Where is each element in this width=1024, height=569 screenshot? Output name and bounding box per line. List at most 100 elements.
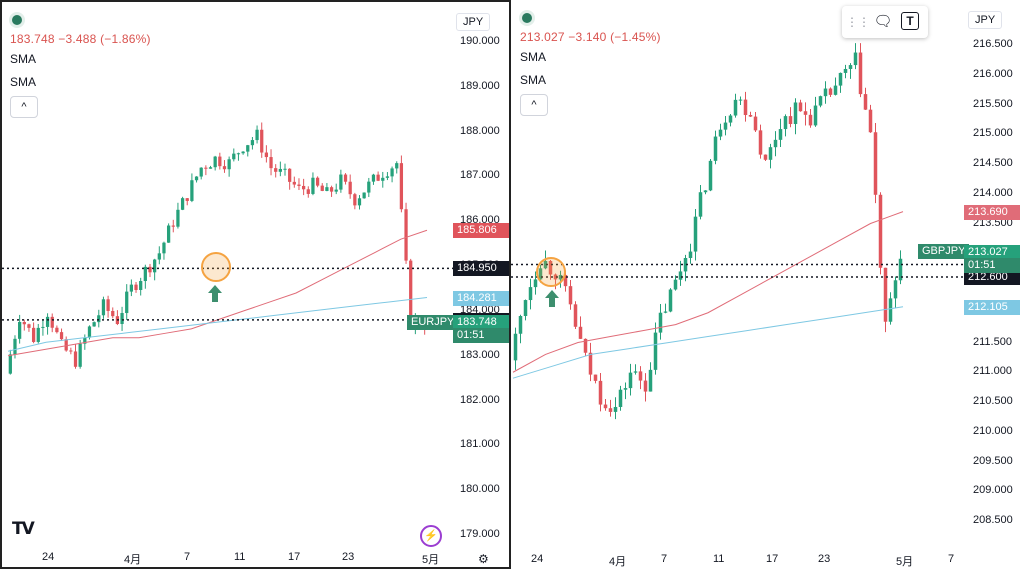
candle-body <box>199 167 203 177</box>
candle-body <box>390 168 394 177</box>
y-axis-tick: 190.000 <box>460 35 500 47</box>
candle-body <box>783 116 788 130</box>
candle-body <box>838 72 843 86</box>
candles <box>8 122 427 375</box>
candle-body <box>623 388 628 390</box>
indicator-sma-2[interactable]: SMA <box>10 75 37 89</box>
candle-body <box>868 109 873 133</box>
candle-body <box>120 313 124 325</box>
gear-icon[interactable]: ⚙ <box>478 552 489 566</box>
candle-body <box>618 389 623 407</box>
indicator-sma-2[interactable]: SMA <box>520 73 547 87</box>
candle-body <box>583 338 588 353</box>
candle-body <box>723 122 728 130</box>
chart-pane-gbpjpy[interactable]: 213.027 −3.140 (−1.45%) SMA SMA ^ JPY ⋮⋮… <box>511 0 1024 569</box>
price-tag: 213.690 <box>964 205 1020 221</box>
candle-body <box>288 168 292 182</box>
candle-body <box>733 99 738 116</box>
y-axis-tick: 208.500 <box>973 514 1013 526</box>
candle-body <box>588 352 593 375</box>
price-tag: 184.950 <box>453 261 509 277</box>
candle-body <box>728 115 733 123</box>
candle-body <box>608 408 613 412</box>
candle-body <box>788 116 793 125</box>
price-chart-gbpjpy[interactable] <box>511 0 1024 569</box>
candle-body <box>858 52 863 95</box>
candle-body <box>357 198 362 206</box>
candle-body <box>873 132 878 195</box>
candle-body <box>325 187 329 191</box>
comment-icon[interactable]: 🗨 <box>873 13 893 30</box>
currency-select[interactable]: JPY <box>968 11 1003 29</box>
candle-body <box>663 311 668 313</box>
candle-body <box>241 151 245 154</box>
candle-body <box>8 354 12 374</box>
candle-body <box>753 116 758 131</box>
x-axis-tick: 23 <box>342 551 355 563</box>
candle-body <box>395 163 399 169</box>
currency-select[interactable]: JPY <box>456 13 491 31</box>
candle-body <box>523 300 528 317</box>
candle-body <box>653 332 658 370</box>
candle-body <box>353 194 357 206</box>
candle-body <box>31 327 36 342</box>
candle-body <box>208 167 213 169</box>
price-tag: 212.105 <box>964 299 1020 315</box>
tradingview-logo-icon[interactable]: TV <box>12 519 35 539</box>
candle-body <box>883 267 888 322</box>
sma-line <box>512 211 904 373</box>
candle-body <box>713 136 718 161</box>
candle-body <box>513 333 518 361</box>
x-axis-tick: 5月 <box>896 556 914 568</box>
collapse-indicators-button[interactable]: ^ <box>10 96 38 118</box>
candle-body <box>758 130 763 155</box>
lightning-icon[interactable]: ⚡ <box>420 525 442 547</box>
indicator-sma-1[interactable]: SMA <box>520 50 547 64</box>
y-axis-tick: 182.000 <box>460 393 500 406</box>
symbol-label: EURJPY <box>407 315 459 330</box>
candle-body <box>283 168 287 170</box>
collapse-indicators-button[interactable]: ^ <box>520 94 548 116</box>
candle-body <box>315 177 320 186</box>
y-axis-tick: 211.000 <box>973 365 1012 378</box>
candle-body <box>573 304 578 327</box>
candle-body <box>793 102 798 125</box>
candle-body <box>633 371 638 373</box>
quote-change: 213.027 −3.140 (−1.45%) <box>520 30 661 44</box>
price-tag: 185.806 <box>453 222 509 238</box>
candle-body <box>292 181 296 185</box>
candle-body <box>50 316 54 328</box>
chart-pane-eurjpy[interactable]: 183.748 −3.488 (−1.86%) SMA SMA ^ JPY EU… <box>0 0 511 569</box>
candle-body <box>148 266 152 273</box>
candle-body <box>578 326 583 339</box>
y-axis-tick: 187.000 <box>460 169 500 182</box>
candle-body <box>848 65 853 69</box>
candle-body <box>409 260 413 327</box>
candle-body <box>558 274 563 280</box>
candle-body <box>36 327 40 342</box>
candle-body <box>176 209 180 227</box>
candle-body <box>92 322 96 327</box>
candle-body <box>718 129 723 137</box>
candle-body <box>678 271 683 280</box>
candle-body <box>803 111 808 115</box>
candle-body <box>538 268 543 280</box>
price-chart-eurjpy[interactable] <box>2 2 509 567</box>
drag-handle-icon[interactable]: ⋮⋮ <box>846 15 870 29</box>
x-axis-tick: 24 <box>42 551 55 563</box>
candle-body <box>563 274 568 287</box>
candle-body <box>878 194 883 268</box>
candle-body <box>898 258 903 281</box>
candle-body <box>778 129 783 140</box>
candle-body <box>703 190 708 193</box>
candle-body <box>376 174 380 181</box>
candle-body <box>698 192 703 217</box>
candle-body <box>45 316 50 327</box>
candle-body <box>171 225 175 227</box>
candle-body <box>97 315 101 323</box>
text-tool-icon[interactable]: T <box>901 12 919 30</box>
candle-body <box>306 189 310 194</box>
indicator-sma-1[interactable]: SMA <box>10 52 37 66</box>
candle-body <box>404 209 408 261</box>
x-axis-tick: 24 <box>531 553 544 565</box>
